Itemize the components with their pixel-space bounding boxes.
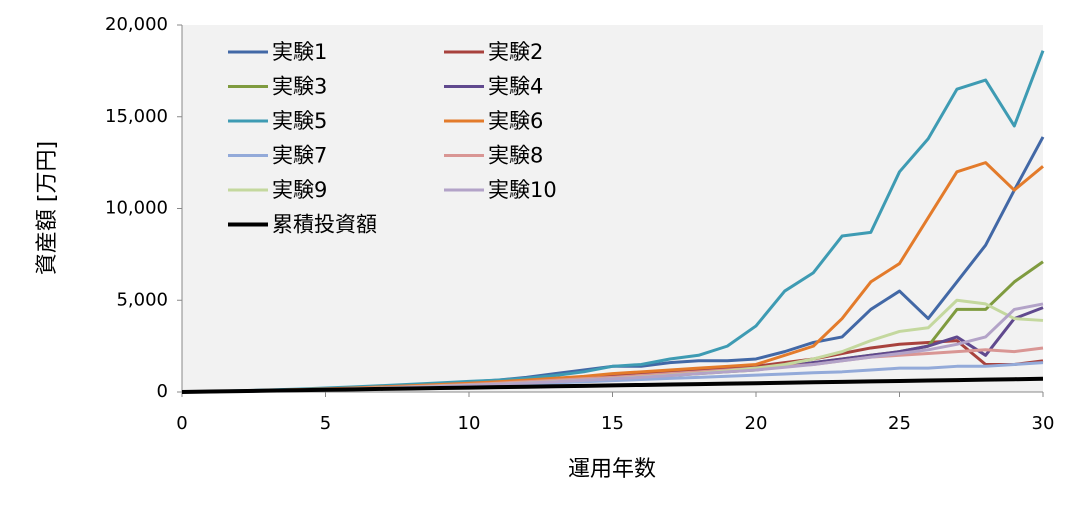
y-tick-label: 0 [157,381,168,402]
legend-label: 実験2 [488,40,543,64]
legend-label: 実験3 [272,75,327,99]
x-tick-label: 30 [1032,413,1055,434]
y-tick-label: 10,000 [105,198,168,219]
legend-label: 実験7 [272,144,327,168]
y-tick-label: 20,000 [105,14,168,35]
y-axis-title: 資産額 [万円] [35,141,60,275]
legend-label: 実験4 [488,75,543,99]
legend-label: 実験5 [272,109,327,133]
legend-label: 実験1 [272,40,327,64]
legend-label: 累積投資額 [272,213,377,237]
x-tick-label: 10 [458,413,481,434]
x-tick-label: 15 [601,413,624,434]
x-tick-label: 0 [176,413,187,434]
legend-label: 実験10 [488,178,557,202]
y-tick-label: 15,000 [105,106,168,127]
x-tick-label: 20 [745,413,768,434]
legend-label: 実験6 [488,109,543,133]
x-axis-title: 運用年数 [568,457,656,482]
series-line [181,376,1044,394]
y-tick-label: 5,000 [116,289,168,310]
x-tick-label: 25 [888,413,911,434]
x-tick-label: 5 [320,413,331,434]
legend-label: 実験9 [272,178,327,202]
legend-label: 実験8 [488,144,543,168]
